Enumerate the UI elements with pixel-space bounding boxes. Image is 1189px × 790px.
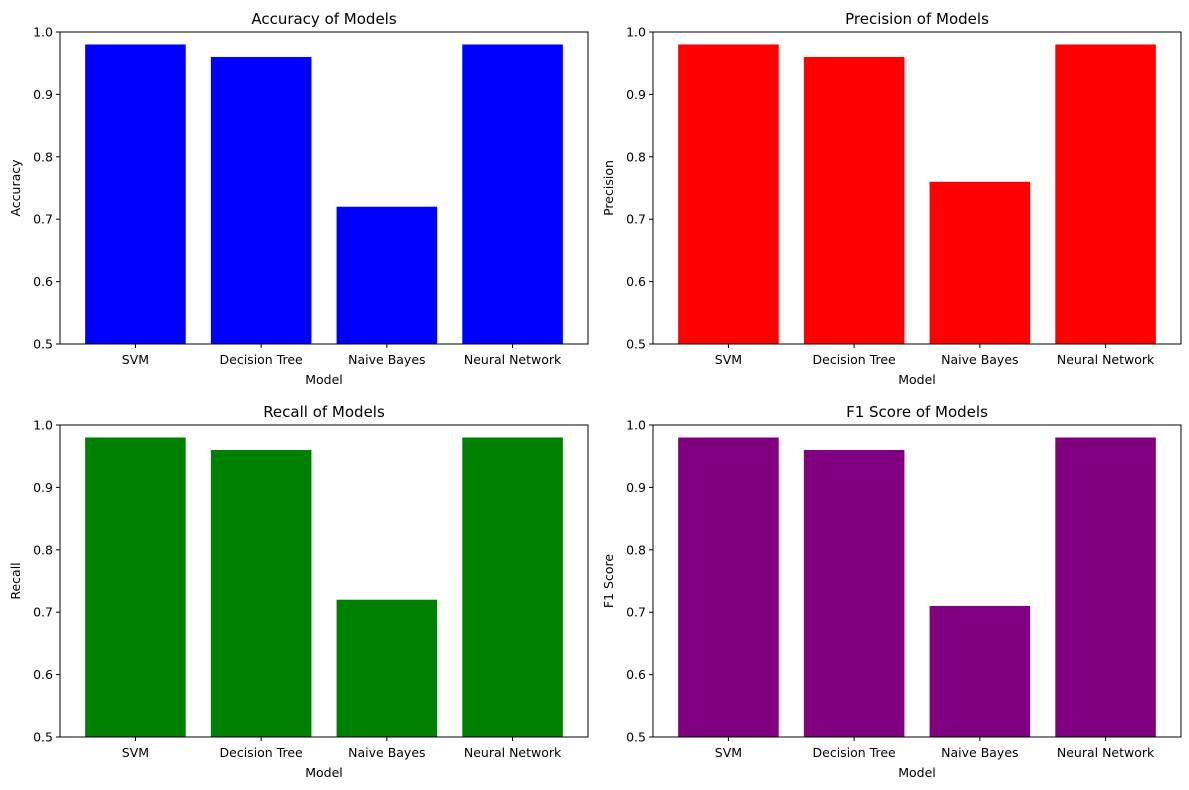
y-tick-label: 0.7 (33, 212, 53, 227)
y-axis-label: F1 Score (601, 554, 616, 608)
bar-svm (678, 44, 779, 344)
y-tick-label: 0.7 (33, 605, 53, 620)
y-tick-label: 0.8 (33, 542, 53, 557)
bar-naive-bayes (336, 206, 438, 344)
bar-svm (85, 44, 186, 344)
x-axis-label: Model (898, 372, 936, 387)
x-tick-label: Neural Network (464, 352, 562, 367)
y-axis-label: Accuracy (8, 159, 23, 217)
bar-decision-tree (803, 56, 905, 345)
x-tick-label: Decision Tree (813, 352, 897, 367)
x-tick-label: Naive Bayes (348, 352, 425, 367)
y-tick-label: 0.8 (626, 149, 646, 164)
plot-frame (652, 424, 1182, 738)
y-tick-label: 0.8 (33, 149, 53, 164)
y-tick-label: 0.9 (626, 87, 646, 102)
bar-naive-bayes (929, 605, 1031, 737)
bar-naive-bayes (929, 181, 1031, 344)
x-tick-label: SVM (715, 352, 742, 367)
y-axis-label: Recall (8, 562, 23, 599)
subplot-recall: 0.5 0.6 0.7 0.8 0.9 1.0 SVM Decision Tree Naive … (8, 403, 589, 780)
subplot-f1-score: 0.5 0.6 0.7 0.8 0.9 1.0 SVM Decision Tree Naive … (601, 403, 1182, 780)
y-tick-label: 0.9 (626, 480, 646, 495)
subplot-accuracy: 0.5 0.6 0.7 0.8 0.9 1.0 SVM Decision Tree Naive … (8, 10, 589, 387)
chart-title: F1 Score of Models (846, 403, 988, 421)
chart-title: Accuracy of Models (251, 10, 397, 28)
y-tick-label: 0.5 (33, 337, 53, 352)
y-tick-label: 0.9 (33, 480, 53, 495)
x-tick-label: Neural Network (1057, 745, 1155, 760)
bar-decision-tree (210, 56, 312, 345)
y-tick-label: 1.0 (626, 418, 646, 433)
y-tick-label: 0.5 (626, 337, 646, 352)
x-tick-label: Naive Bayes (941, 745, 1018, 760)
y-tick-label: 1.0 (626, 25, 646, 40)
y-tick-label: 0.6 (33, 667, 53, 682)
y-tick-label: 0.6 (626, 274, 646, 289)
x-tick-label: Decision Tree (813, 745, 897, 760)
bar-neural-network (1055, 44, 1156, 344)
x-tick-label: SVM (122, 745, 149, 760)
y-tick-label: 1.0 (33, 418, 53, 433)
bar-naive-bayes (336, 599, 438, 737)
bar-neural-network (1055, 437, 1156, 737)
y-tick-label: 0.8 (626, 542, 646, 557)
bar-neural-network (462, 44, 563, 344)
x-tick-label: Naive Bayes (348, 745, 425, 760)
x-tick-label: Naive Bayes (941, 352, 1018, 367)
y-tick-label: 0.9 (33, 87, 53, 102)
y-tick-label: 0.7 (626, 605, 646, 620)
y-tick-label: 0.5 (33, 730, 53, 745)
x-axis-label: Model (305, 765, 343, 780)
subplot-precision: 0.5 0.6 0.7 0.8 0.9 1.0 SVM Decision Tree Naive … (601, 10, 1182, 387)
plot-frame (59, 424, 589, 738)
x-axis-label: Model (305, 372, 343, 387)
chart-title: Precision of Models (845, 10, 989, 28)
chart-title: Recall of Models (263, 403, 385, 421)
bar-svm (678, 437, 779, 737)
x-tick-label: Neural Network (464, 745, 562, 760)
y-axis-label: Precision (601, 160, 616, 216)
x-tick-label: Decision Tree (220, 352, 304, 367)
bar-decision-tree (803, 449, 905, 737)
y-tick-label: 0.7 (626, 212, 646, 227)
x-tick-label: Neural Network (1057, 352, 1155, 367)
plot-frame (59, 31, 589, 345)
x-axis-label: Model (898, 765, 936, 780)
plot-frame (652, 31, 1182, 345)
x-tick-label: SVM (715, 745, 742, 760)
y-tick-label: 0.6 (33, 274, 53, 289)
y-tick-label: 0.6 (626, 667, 646, 682)
bar-neural-network (462, 437, 563, 737)
bar-svm (85, 437, 186, 737)
x-tick-label: SVM (122, 352, 149, 367)
y-tick-label: 0.5 (626, 730, 646, 745)
bar-decision-tree (210, 449, 312, 737)
y-tick-label: 1.0 (33, 25, 53, 40)
x-tick-label: Decision Tree (220, 745, 304, 760)
